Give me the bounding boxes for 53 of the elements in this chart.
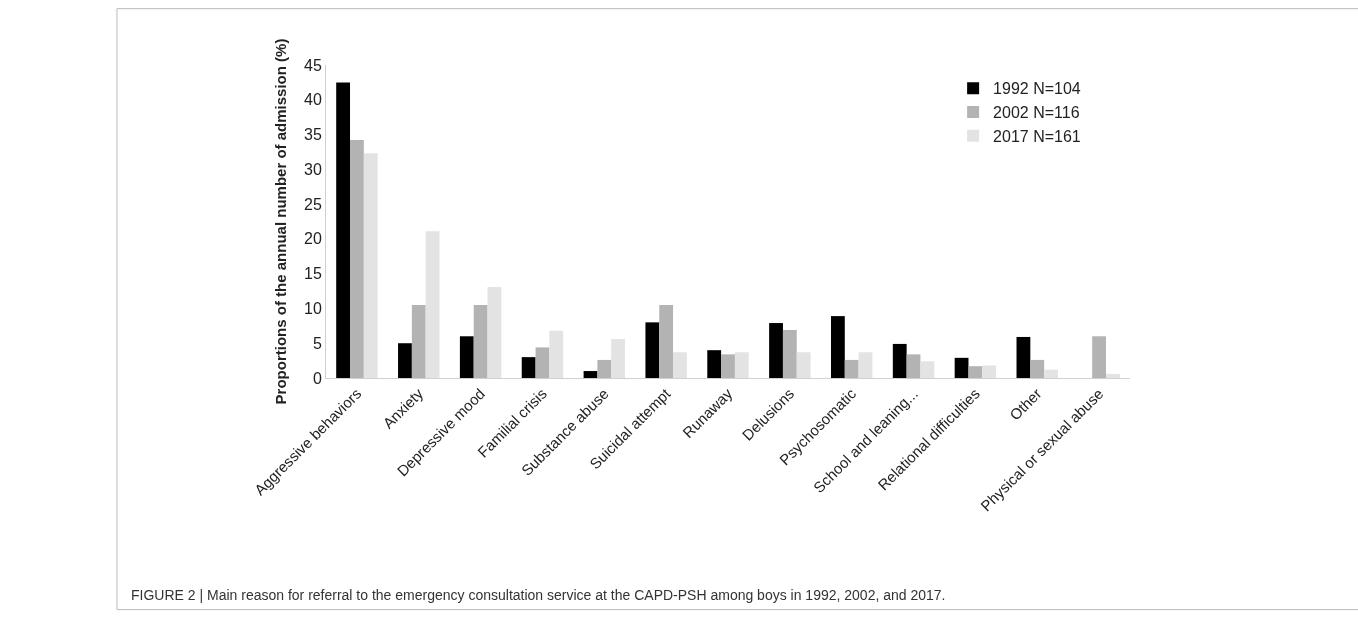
bar	[473, 304, 488, 378]
bar	[411, 304, 426, 378]
bar	[1016, 336, 1031, 378]
bar	[350, 140, 364, 378]
y-tick-label: 15	[304, 265, 322, 283]
y-tick-label: 30	[304, 160, 322, 178]
bar	[734, 352, 749, 378]
bar	[954, 357, 969, 378]
y-tick-label: 40	[304, 91, 322, 109]
bar	[336, 82, 351, 378]
bar	[535, 347, 550, 378]
y-tick-label: 0	[312, 369, 322, 387]
bar	[398, 343, 412, 378]
bar	[1105, 373, 1120, 378]
bar	[782, 330, 797, 378]
bar	[721, 354, 735, 378]
legend-label: 2017 N=161	[993, 128, 1081, 145]
bar	[1030, 359, 1045, 378]
y-tick-label: 20	[304, 230, 322, 248]
bar	[549, 330, 564, 378]
bar	[796, 352, 811, 378]
y-tick-label: 5	[312, 334, 322, 352]
bar	[521, 357, 536, 378]
bar	[645, 322, 660, 378]
bar	[844, 359, 859, 378]
caption: FIGURE 2 | Main reason for referral to the emergency consultation service at the CAPD-PSH among boys in 1992, 2002, and 2017.	[131, 587, 946, 603]
y-tick-label: 25	[304, 195, 322, 213]
bar	[858, 352, 873, 378]
bar	[906, 354, 921, 378]
y-axis-title: Proportions of the annual number of admission (%)	[272, 38, 289, 405]
bar	[583, 371, 598, 378]
bar	[920, 361, 935, 378]
bar	[659, 304, 674, 378]
bar	[363, 153, 378, 378]
legend-label: 1992 N=104	[993, 80, 1081, 98]
bar	[597, 359, 612, 378]
bar	[968, 366, 983, 378]
bar	[892, 343, 907, 378]
bar	[1044, 369, 1058, 378]
y-tick-label: 35	[304, 126, 322, 144]
bar	[1092, 336, 1106, 378]
bar	[425, 231, 440, 378]
y-tick-label: 10	[304, 300, 322, 318]
y-tick-label: 45	[304, 56, 322, 74]
bar	[707, 350, 722, 378]
bar	[830, 316, 845, 378]
bar	[487, 286, 502, 378]
bar	[673, 352, 687, 378]
legend-label: 2002 N=116	[993, 104, 1080, 122]
bar	[769, 323, 783, 378]
bar	[611, 339, 626, 378]
bar	[982, 365, 997, 378]
bar	[459, 336, 474, 378]
